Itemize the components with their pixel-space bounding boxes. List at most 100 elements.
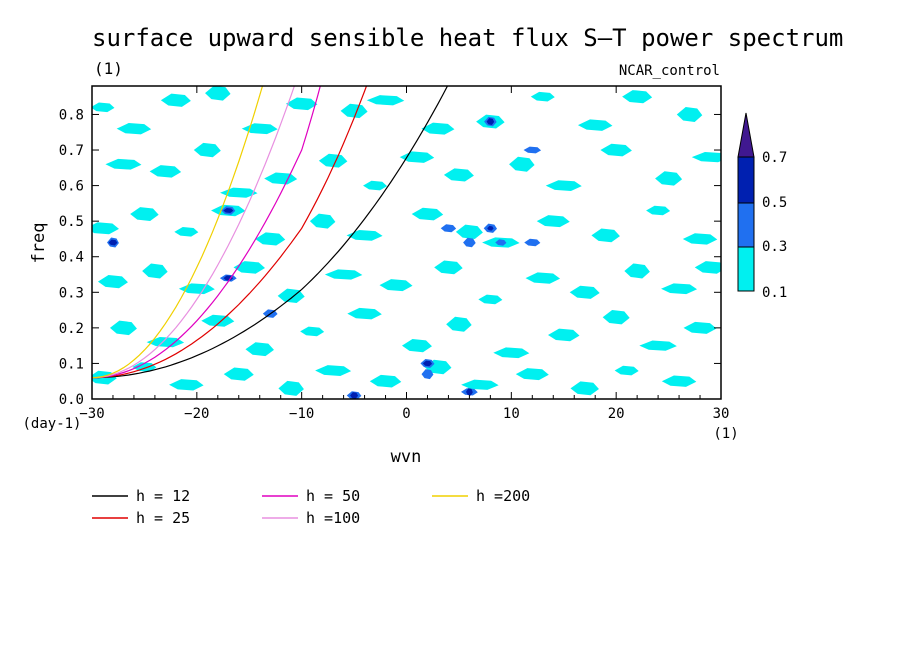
x-axis-ticks: −30 −20 −10 0 10 20 30 [79, 86, 729, 422]
spectrum-patch [691, 152, 721, 163]
colorbar-label: 0.3 [762, 239, 787, 255]
spectrum-patch [285, 97, 318, 111]
spectrum-patch [515, 368, 549, 381]
spectrum-patch [600, 143, 632, 157]
y-axis-ticks: 0.0 0.1 0.2 0.3 0.4 0.5 0.6 0.7 0.8 [59, 107, 721, 408]
x-units-label: (1) [713, 426, 738, 442]
x-axis-label: wvn [391, 447, 422, 467]
spectrum-patch [446, 316, 472, 332]
spectrum-patch [193, 142, 221, 158]
spectrum-patch [455, 224, 483, 240]
spectrum-patch [570, 381, 599, 396]
spectrum-patch [220, 187, 258, 198]
spectrum-patch [116, 122, 152, 135]
spectrum-patch [108, 239, 118, 246]
spectrum-patch [255, 232, 286, 246]
y-axis-label: freq [29, 223, 49, 264]
spectrum-patch [486, 118, 495, 126]
chart-title: surface upward sensible heat flux S–T po… [92, 24, 843, 52]
y-tick-label: 0.0 [59, 392, 84, 408]
spectrum-patch [478, 294, 503, 305]
spectrum-patch [466, 388, 473, 396]
spectrum-patch [487, 225, 494, 231]
spectrum-patch [676, 106, 703, 122]
spectrum-patches [92, 86, 721, 399]
spectrum-patch [463, 237, 476, 248]
x-tick-label: −30 [79, 406, 104, 422]
spectrum-patch [602, 309, 630, 325]
legend-label: h = 25 [136, 509, 190, 527]
dispersion-curve [92, 86, 264, 379]
x-tick-label: 20 [608, 406, 625, 422]
spectrum-patch [624, 263, 650, 279]
spectrum-patch [661, 283, 698, 295]
x-tick-label: −20 [184, 406, 209, 422]
spectrum-patch [434, 260, 463, 275]
colorbar-arrow [737, 112, 755, 158]
colorbar: 0.1 0.3 0.5 0.7 [737, 112, 787, 301]
spectrum-patch [363, 180, 388, 191]
spectrum-patch [639, 340, 677, 351]
spectrum-patch [201, 314, 235, 327]
y-tick-label: 0.6 [59, 179, 84, 195]
spectrum-patch [149, 165, 182, 178]
spectrum-patch [92, 222, 119, 235]
spectrum-patch [223, 207, 234, 214]
spectrum-patch [530, 91, 555, 102]
legend-label: h = 50 [306, 487, 360, 505]
spectrum-patch [401, 339, 432, 353]
spectrum-patch [324, 269, 363, 280]
chart-subtitle: NCAR_control [619, 63, 720, 79]
spectrum-patch [591, 228, 620, 243]
spectrum-patch [174, 227, 199, 237]
spectrum-patch [92, 102, 115, 113]
colorbar-label: 0.7 [762, 150, 787, 166]
x-tick-label: 0 [402, 406, 410, 422]
spectrum-patch [142, 263, 168, 279]
spectrum-patch [109, 320, 137, 336]
dispersion-curve [92, 86, 321, 379]
spectrum-patch [495, 239, 507, 246]
y-tick-label: 0.4 [59, 250, 84, 266]
spectrum-patch [545, 180, 582, 191]
spectrum-patch [694, 261, 721, 274]
spectrum-patch [278, 380, 304, 396]
spectrum-patch [130, 207, 159, 221]
legend-label: h = 12 [136, 487, 190, 505]
y-units-label: (day-1) [22, 416, 81, 432]
spectrum-patch [493, 347, 530, 359]
spectrum-patch [346, 229, 383, 241]
spectrum-patch [440, 224, 457, 233]
legend-label: h =100 [306, 509, 360, 527]
spectrum-patch [223, 275, 234, 281]
spectrum-patch [536, 215, 570, 228]
title-units-label: (1) [94, 59, 123, 78]
spectrum-patch [205, 86, 231, 101]
spectrum-patch [350, 392, 359, 399]
y-tick-label: 0.7 [59, 143, 84, 159]
spectrum-patch [132, 362, 157, 372]
spectrum-patch [622, 90, 653, 104]
spectrum-patch [366, 95, 405, 106]
colorbar-label: 0.1 [762, 285, 787, 301]
spectrum-patch [169, 379, 204, 391]
colorbar-segment [737, 202, 755, 248]
spectrum-patch [315, 365, 352, 376]
spectrum-patch [421, 369, 434, 380]
x-tick-label: −10 [289, 406, 314, 422]
spectrum-patch [411, 207, 444, 221]
y-tick-label: 0.1 [59, 356, 84, 372]
spectrum-patch [309, 213, 336, 229]
spectrum-patch [379, 279, 413, 292]
plot-area [92, 86, 721, 399]
legend-label: h =200 [476, 487, 530, 505]
spectrum-patch [233, 261, 265, 274]
colorbar-segment [737, 246, 755, 292]
y-tick-label: 0.2 [59, 321, 84, 337]
spectrum-patch [569, 285, 600, 299]
spectrum-patch [655, 171, 683, 186]
spectrum-patch [646, 205, 671, 216]
spectrum-patch [683, 321, 717, 334]
spectrum-patch [577, 119, 613, 131]
y-tick-label: 0.8 [59, 107, 84, 123]
